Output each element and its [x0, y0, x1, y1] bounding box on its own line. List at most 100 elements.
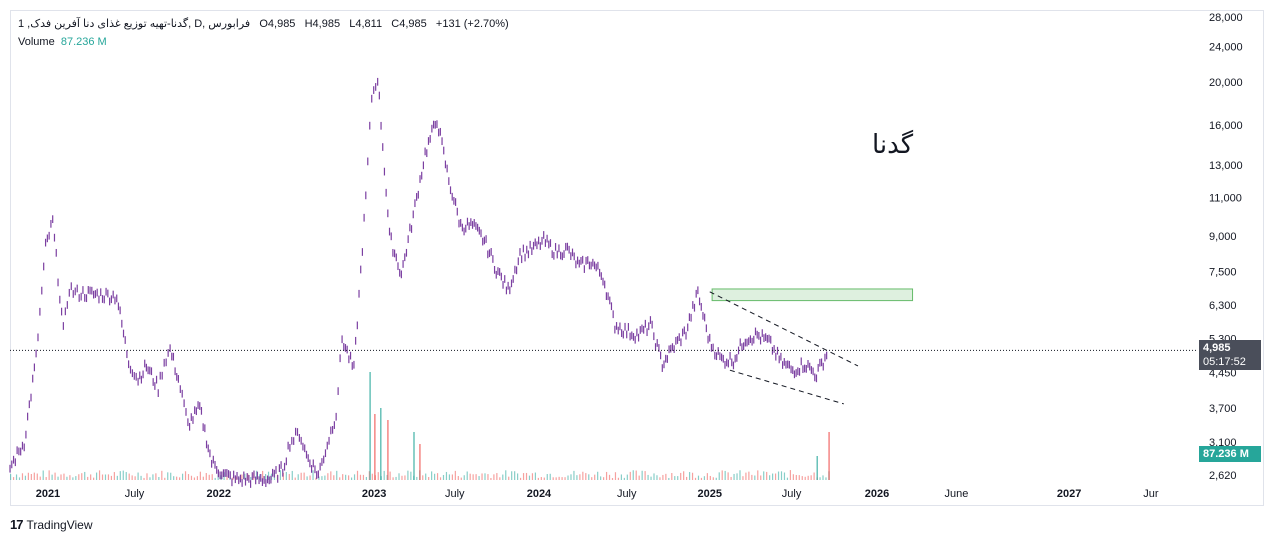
volume-bar: [190, 475, 193, 480]
volume-bar: [404, 475, 406, 480]
volume-bar: [134, 476, 136, 480]
volume-bar: [496, 473, 498, 480]
volume-bar: [24, 475, 27, 480]
volume-bar: [387, 420, 389, 480]
volume-bar: [395, 476, 397, 480]
volume-bar: [176, 476, 178, 480]
volume-bar: [457, 476, 459, 480]
volume-bar: [369, 372, 371, 480]
bar-countdown: 05:17:52: [1203, 356, 1246, 368]
volume-bar: [205, 473, 207, 480]
time-axis-label: July: [617, 488, 637, 500]
volume-bar: [789, 470, 791, 480]
volume-bar: [528, 475, 531, 480]
volume-bar: [199, 471, 201, 480]
volume-bar: [478, 476, 480, 480]
volume-bar: [774, 473, 777, 480]
volume-bar: [724, 470, 726, 480]
volume-bar: [555, 477, 557, 480]
time-axis-label: 2022: [206, 488, 230, 500]
volume-bar: [777, 471, 780, 480]
high-value: H4,985: [304, 18, 341, 30]
volume-bar: [798, 475, 800, 480]
volume-bar: [564, 477, 566, 480]
volume-bar: [374, 414, 376, 480]
volume-bar: [416, 476, 418, 480]
volume-bar: [72, 477, 74, 480]
volume-bar: [656, 475, 658, 480]
chart-frame[interactable]: [10, 10, 1264, 506]
volume-bar: [582, 471, 584, 480]
volume-bar: [122, 470, 124, 480]
volume-bar: [751, 474, 753, 480]
volume-bar: [466, 471, 468, 480]
volume-bar: [294, 477, 296, 480]
volume-bar: [585, 473, 587, 480]
price-axis-label: 13,000: [1209, 160, 1243, 172]
volume-bar: [359, 474, 362, 480]
volume-bar: [819, 477, 821, 480]
volume-bar: [558, 476, 560, 480]
volume-bar: [42, 470, 44, 480]
volume-bar: [629, 471, 631, 480]
volume-bar: [140, 475, 142, 480]
volume-bar: [81, 473, 83, 480]
volume-bar: [98, 470, 101, 480]
volume-bar: [442, 474, 445, 480]
time-axis-label: July: [125, 488, 145, 500]
volume-bar: [407, 470, 409, 480]
volume-bar: [128, 473, 130, 480]
volume-bar: [617, 477, 620, 480]
price-axis-label: 16,000: [1209, 120, 1243, 132]
volume-bar: [727, 472, 729, 480]
volume-bar: [668, 477, 670, 480]
time-axis-label: 2023: [362, 488, 386, 500]
volume-bar: [807, 475, 809, 480]
volume-bar: [131, 475, 133, 480]
volume-bar: [312, 470, 314, 480]
volume-bar: [232, 477, 234, 480]
volume-bar: [143, 477, 145, 480]
volume-bar: [721, 470, 723, 480]
volume-bar: [757, 470, 759, 480]
volume-bar: [279, 470, 282, 480]
volume-bar: [573, 470, 575, 480]
volume-bar: [214, 477, 216, 480]
volume-bar: [671, 473, 673, 480]
volume-bar: [718, 472, 720, 480]
volume-bar: [546, 474, 548, 480]
tradingview-brand[interactable]: 17 TradingView: [10, 517, 93, 532]
legend-volume: Volume 87.236 M: [18, 36, 107, 48]
volume-bar: [309, 475, 311, 480]
volume-bar: [703, 476, 706, 480]
volume-bar: [715, 477, 717, 480]
volume-bar: [87, 476, 89, 480]
volume-bar: [632, 470, 634, 480]
volume-bar: [641, 470, 643, 480]
price-axis-label: 7,500: [1209, 266, 1237, 278]
price-axis-label: 3,700: [1209, 403, 1237, 415]
symbol-annotation-text[interactable]: گدنا: [872, 130, 914, 160]
volume-bar: [804, 476, 806, 480]
volume-bar: [54, 472, 56, 480]
volume-bar: [401, 475, 403, 480]
volume-bar: [475, 474, 477, 480]
volume-bar: [104, 474, 107, 480]
volume-bar: [78, 474, 80, 480]
time-axis-label: 2021: [36, 488, 60, 500]
volume-bar: [167, 472, 169, 480]
supply-zone-rectangle: [711, 288, 914, 302]
volume-bar: [626, 474, 628, 480]
volume-bar: [680, 472, 682, 480]
volume-bar: [665, 473, 667, 480]
volume-bar: [487, 474, 489, 480]
volume-bar: [345, 474, 347, 480]
volume-bar: [549, 473, 551, 480]
volume-bar: [460, 477, 462, 480]
time-axis-label: Jur: [1143, 488, 1159, 500]
volume-bar: [342, 474, 344, 480]
volume-bar: [508, 476, 510, 480]
volume-bar: [18, 477, 21, 480]
volume-bar: [484, 473, 486, 480]
